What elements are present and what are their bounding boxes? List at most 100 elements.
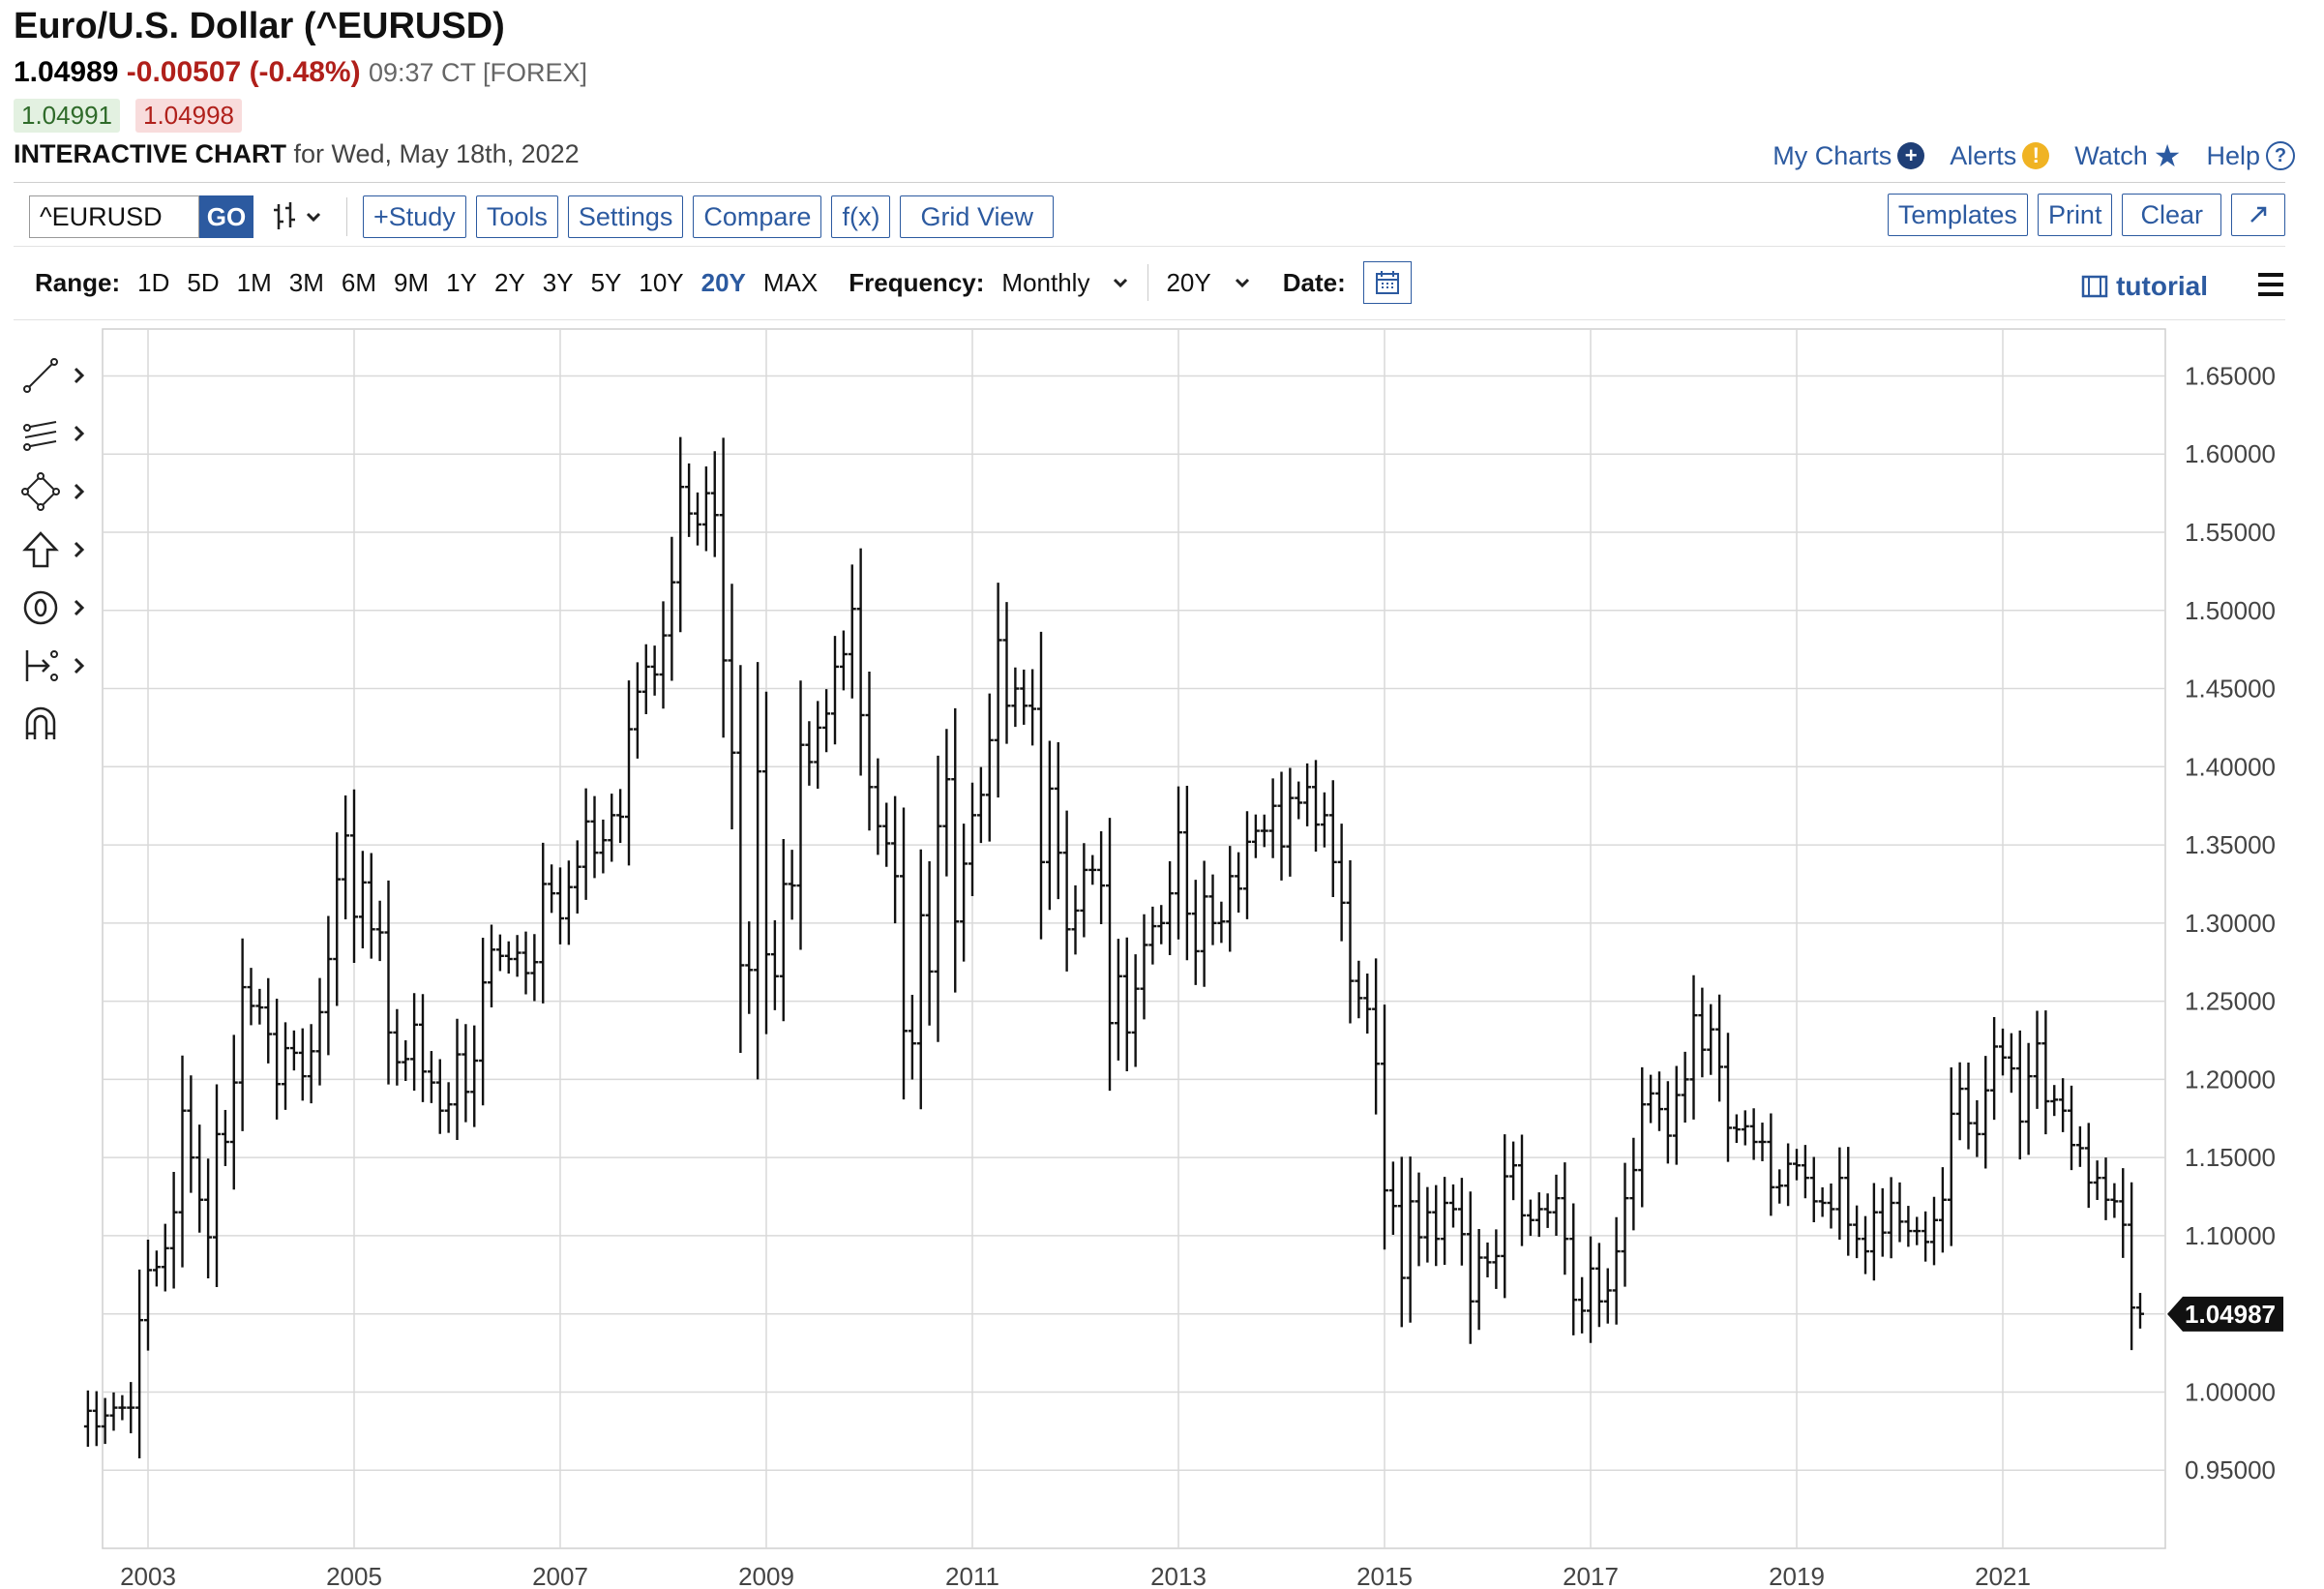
trendline-tool[interactable]: [21, 356, 87, 395]
my-charts-link[interactable]: My Charts +: [1773, 140, 1925, 171]
date-picker-button[interactable]: [1362, 261, 1412, 304]
chart-toolbar: ^EURUSD GO +Study Tools Settings Compare…: [29, 194, 1054, 240]
settings-button[interactable]: Settings: [567, 195, 684, 238]
x-tick-label: 2011: [945, 1562, 999, 1589]
shape-tool[interactable]: [21, 472, 87, 511]
range-option[interactable]: 5D: [187, 267, 220, 297]
quote-line: 1.04989 -0.00507 (-0.48%) 09:37 CT [FORE…: [14, 56, 587, 89]
compare-button[interactable]: Compare: [693, 195, 822, 238]
range-divider: [1147, 264, 1149, 301]
chevron-right-icon: [74, 367, 85, 384]
y-tick-label: 1.55000: [2185, 518, 2276, 547]
menu-button[interactable]: [2256, 271, 2285, 303]
chevron-right-icon: [74, 541, 85, 558]
plus-circle-icon: +: [1897, 142, 1925, 169]
expand-icon: [2250, 206, 2267, 223]
x-tick-label: 2007: [532, 1562, 588, 1589]
y-tick-label: 1.60000: [2185, 439, 2276, 468]
range-option[interactable]: 1Y: [446, 267, 477, 297]
last-price: 1.04989: [14, 56, 119, 88]
fx-button[interactable]: f(x): [831, 195, 891, 238]
top-links: My Charts + Alerts ! Watch ★ Help ?: [1773, 137, 2295, 174]
magnet-tool[interactable]: [21, 705, 87, 743]
current-price-tag: [2167, 1296, 2283, 1332]
range-option[interactable]: MAX: [762, 267, 819, 297]
chevron-down-icon: [1114, 278, 1128, 288]
symbol-input[interactable]: ^EURUSD: [29, 195, 199, 238]
quote-time: 09:37 CT [FOREX]: [368, 58, 588, 87]
frequency-select[interactable]: Monthly: [1001, 268, 1130, 298]
chevron-right-icon: [74, 483, 85, 500]
arrow-tool[interactable]: [21, 530, 87, 569]
bar-type-selector[interactable]: [271, 200, 323, 233]
annotation-tool[interactable]: [21, 588, 87, 627]
y-tick-label: 1.45000: [2185, 675, 2276, 704]
my-charts-label: My Charts: [1773, 140, 1892, 170]
polygon-icon: [21, 472, 60, 511]
chevron-down-icon: [1235, 278, 1249, 288]
measure-icon: [25, 650, 58, 681]
calendar-icon: [1375, 271, 1399, 294]
tools-button[interactable]: Tools: [475, 195, 558, 238]
magnet-icon: [25, 706, 56, 739]
chevron-right-icon: [74, 657, 85, 675]
x-tick-label: 2009: [738, 1562, 794, 1589]
range-option[interactable]: 9M: [394, 267, 430, 297]
y-tick-label: 1.15000: [2185, 1143, 2276, 1172]
divider: [14, 319, 2285, 320]
date-label: Date:: [1282, 267, 1346, 297]
x-tick-label: 2005: [326, 1562, 382, 1589]
period-value: 20Y: [1166, 267, 1211, 297]
study-button[interactable]: +Study: [363, 195, 466, 238]
hamburger-icon: [2258, 273, 2283, 296]
x-tick-label: 2021: [1975, 1562, 2031, 1589]
x-tick-label: 2017: [1563, 1562, 1619, 1589]
range-option[interactable]: 1M: [236, 267, 272, 297]
divider: [14, 182, 2285, 183]
right-toolbar: Templates Print Clear: [1887, 194, 2285, 236]
x-tick-label: 2019: [1769, 1562, 1825, 1589]
measure-tool[interactable]: [21, 646, 87, 685]
range-option[interactable]: 2Y: [493, 267, 525, 297]
range-bar: Range: 1D 5D 1M 3M 6M 9M 1Y 2Y 3Y 5Y 10Y…: [35, 261, 1412, 304]
go-button[interactable]: GO: [199, 195, 253, 238]
price-change: -0.00507 (-0.48%): [126, 56, 361, 88]
tutorial-label: tutorial: [2116, 271, 2208, 301]
range-option[interactable]: 3M: [288, 267, 324, 297]
period-select[interactable]: 20Y: [1166, 268, 1251, 298]
y-tick-label: 1.65000: [2185, 361, 2276, 390]
clear-button[interactable]: Clear: [2122, 194, 2221, 236]
x-tick-label: 2015: [1356, 1562, 1413, 1589]
drawing-tools: [21, 356, 87, 743]
range-option-selected[interactable]: 20Y: [700, 267, 746, 297]
alerts-link[interactable]: Alerts !: [1950, 141, 2050, 171]
range-option[interactable]: 10Y: [639, 267, 684, 297]
y-tick-label: 1.10000: [2185, 1221, 2276, 1250]
channel-tool[interactable]: [21, 414, 87, 453]
help-link[interactable]: Help ?: [2206, 141, 2295, 171]
y-tick-label: 1.40000: [2185, 752, 2276, 781]
plot-frame: [102, 328, 2166, 1549]
range-option[interactable]: 3Y: [542, 267, 574, 297]
ohlc-bars-icon: [274, 202, 295, 229]
trendline-icon: [23, 358, 58, 393]
templates-button[interactable]: Templates: [1887, 194, 2028, 236]
expand-button[interactable]: [2231, 194, 2285, 236]
current-price-label: 1.04987: [2185, 1300, 2276, 1329]
print-button[interactable]: Print: [2037, 194, 2113, 236]
range-option[interactable]: 6M: [341, 267, 376, 297]
chevron-right-icon: [74, 599, 85, 616]
divider: [14, 246, 2285, 247]
range-option[interactable]: 1D: [137, 267, 170, 297]
frequency-value: Monthly: [1001, 267, 1090, 297]
y-tick-label: 1.50000: [2185, 596, 2276, 625]
range-option[interactable]: 5Y: [590, 267, 622, 297]
watch-link[interactable]: Watch ★: [2074, 137, 2181, 174]
x-tick-label: 2003: [120, 1562, 176, 1589]
tutorial-link[interactable]: tutorial: [2081, 271, 2208, 302]
chart-heading: INTERACTIVE CHART for Wed, May 18th, 202…: [14, 139, 580, 169]
grid-view-button[interactable]: Grid View: [900, 195, 1054, 238]
page-title: Euro/U.S. Dollar (^EURUSD): [14, 6, 505, 46]
chevron-down-icon: [306, 212, 321, 223]
